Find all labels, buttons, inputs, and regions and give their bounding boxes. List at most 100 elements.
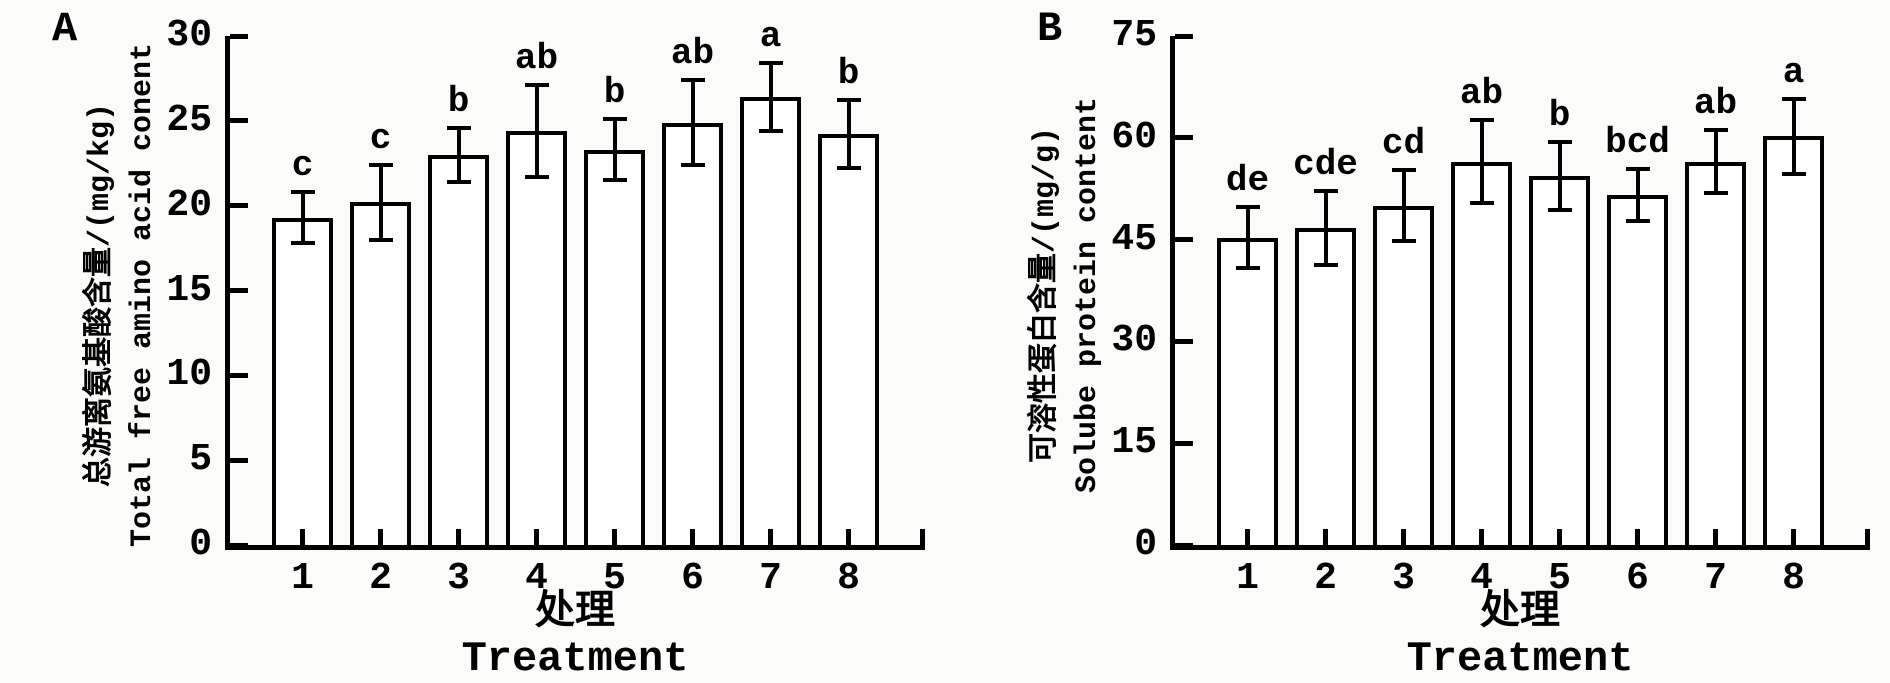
error-bar-line [690,80,695,165]
significance-letter: ab [1693,82,1738,124]
significance-letter: b [837,53,860,95]
error-bar-line [768,63,773,132]
bar [1607,194,1668,545]
y-tick [1175,135,1193,141]
error-bar-cap-top [680,78,705,83]
x-tick [378,529,383,545]
error-bar-cap-top [1547,139,1572,144]
significance-letter: bcd [1605,122,1670,164]
significance-letter: ab [1459,73,1504,115]
x-tick-label: 1 [1236,557,1259,600]
error-bar-line [378,164,383,240]
x-tick [768,529,773,545]
y-tick-label: 30 [1111,319,1157,363]
significance-letter: de [1225,160,1270,202]
y-tick [230,118,248,124]
y-tick-label: 15 [166,268,212,312]
error-bar-cap-top [1625,167,1650,172]
bar [740,97,801,545]
error-bar-line [1557,141,1562,210]
error-bar-line [534,85,539,177]
bar [1295,228,1356,545]
significance-letter: ab [670,33,715,75]
error-bar-cap-top [368,162,393,167]
y-tick-label: 60 [1111,115,1157,159]
x-tick-label: 7 [759,557,782,600]
error-bar-cap-top [1703,127,1728,132]
error-bar-cap-top [758,61,783,66]
panel-a: A 总游离氨基酸含量/(mg/kg) Total free amino acid… [0,0,945,682]
y-tick-label: 30 [166,14,212,57]
x-tick [1635,529,1640,545]
significance-letter: ab [514,38,559,80]
y-tick [1175,542,1193,548]
error-bar-cap-top [446,125,471,130]
error-bar-cap-top [1781,97,1806,102]
bar [1451,161,1512,545]
significance-letter: b [447,80,470,122]
y-tick-label: 10 [166,353,212,397]
x-tick [300,529,305,545]
x-tick-label: 3 [1392,557,1415,600]
y-tick-label: 25 [166,98,212,142]
y-tick-label: 75 [1111,14,1157,57]
error-bar-line [1479,120,1484,203]
error-bar-line [1245,207,1250,269]
panel-b: B 可溶性蛋白含量/(mg/g) Solube protein content … [945,0,1890,682]
error-bar-cap-bottom [446,179,471,184]
error-bar-cap-top [290,190,315,195]
error-bar-line [300,192,305,243]
x-tick-label: 6 [1626,557,1649,600]
bar [1685,161,1746,545]
panel-b-x-axis-title-en: Treatment [1406,635,1634,683]
y-tick [1175,440,1193,446]
x-tick-label: 5 [1548,557,1571,600]
x-tick [846,529,851,545]
y-tick-label: 15 [1111,421,1157,465]
y-tick [230,288,248,293]
error-bar-line [1635,169,1640,221]
x-tick-label: 6 [681,557,704,600]
x-tick-label: 8 [1782,557,1805,600]
axis-end-tick [920,529,925,545]
error-bar-line [1401,170,1406,241]
panel-a-x-axis-title-zh: 处理 [535,591,615,636]
error-bar-cap-top [1313,188,1338,193]
x-tick [1401,529,1406,545]
error-bar-cap-bottom [1469,200,1494,205]
panel-a-x-axis-title-en: Treatment [461,635,689,683]
bar [1217,237,1278,545]
error-bar-cap-bottom [1313,263,1338,268]
significance-letter: c [291,145,314,187]
y-tick [230,33,248,39]
panel-a-plot-area: c c b ab b ab a b [225,19,925,550]
y-tick-label: 5 [189,438,212,482]
error-bar-line [1323,190,1328,266]
panel-a-x-tick-labels: 1 2 3 4 5 6 7 8 [230,556,925,600]
y-tick [230,203,248,209]
x-tick-label: 5 [603,557,626,600]
panel-b-y-tick-labels: 0 15 30 45 60 75 [945,17,1157,564]
error-bar-cap-bottom [1781,171,1806,176]
bar [1763,136,1824,545]
error-bar-line [612,119,617,181]
panel-b-x-axis-title-zh: 处理 [1480,591,1560,636]
panel-a-label: A [52,5,78,53]
axis-end-tick [1865,529,1870,545]
error-bar-cap-top [1469,118,1494,123]
bar [1373,205,1434,545]
bar [428,154,489,545]
error-bar-cap-bottom [524,174,549,179]
bar [506,131,567,545]
x-tick [612,529,617,545]
x-tick [456,529,461,545]
bar [350,202,411,545]
error-bar-cap-bottom [290,241,315,245]
error-bar-line [1791,99,1796,174]
error-bar-cap-bottom [758,129,783,134]
x-tick [1479,529,1484,545]
y-tick [230,542,248,548]
x-tick [1323,529,1328,545]
error-bar-cap-top [602,117,627,122]
